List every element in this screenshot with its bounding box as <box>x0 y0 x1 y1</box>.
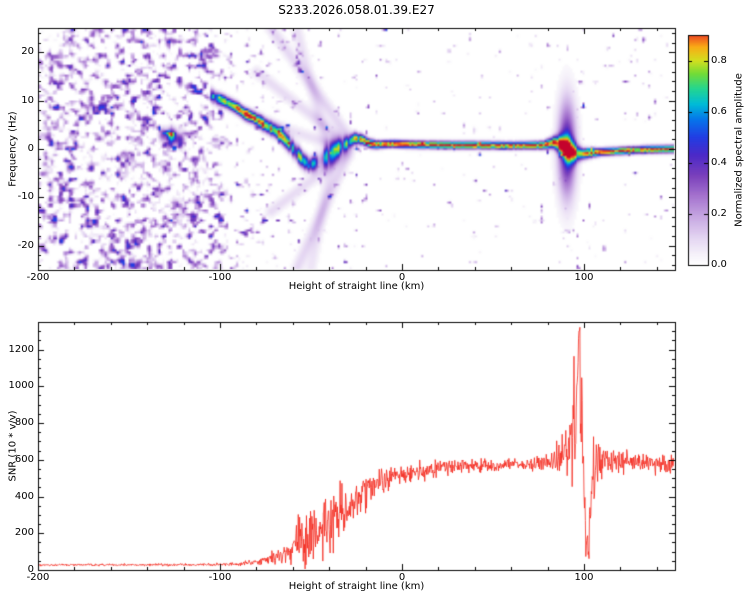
tick-label: 0 <box>27 143 34 154</box>
tick-label: 0.8 <box>711 55 727 66</box>
tick-label: 200 <box>14 527 34 538</box>
top-xaxis-label: Height of straight line (km) <box>288 281 425 292</box>
tick-label: 0.4 <box>711 157 727 168</box>
tick-label: 1000 <box>8 380 34 391</box>
tick-label: -100 <box>208 272 232 283</box>
tick-label: -10 <box>17 191 34 202</box>
tick-label: 1200 <box>8 344 34 355</box>
colorbar-label: Normalized spectral amplitude <box>733 73 745 227</box>
tick-label: 10 <box>21 95 34 106</box>
tick-label: 800 <box>14 417 34 428</box>
tick-label: 0.6 <box>711 106 727 117</box>
tick-label: 20 <box>21 46 34 57</box>
figure-title: S233.2026.058.01.39.E27 <box>278 3 435 17</box>
tick-label: 0 <box>398 272 406 283</box>
tick-label: 600 <box>14 454 34 465</box>
tick-label: 0.0 <box>711 259 727 270</box>
tick-label: -200 <box>26 272 50 283</box>
bottom-xaxis-label: Height of straight line (km) <box>288 581 425 592</box>
tick-label: -100 <box>208 572 232 583</box>
tick-label: 0 <box>398 572 406 583</box>
tick-label: 100 <box>574 272 594 283</box>
tick-label: 100 <box>574 572 594 583</box>
tick-label: -20 <box>17 240 34 251</box>
tick-label: 0.2 <box>711 208 727 219</box>
tick-label: -200 <box>26 572 50 583</box>
tick-label: 400 <box>14 491 34 502</box>
tick-label: 0 <box>27 564 34 575</box>
